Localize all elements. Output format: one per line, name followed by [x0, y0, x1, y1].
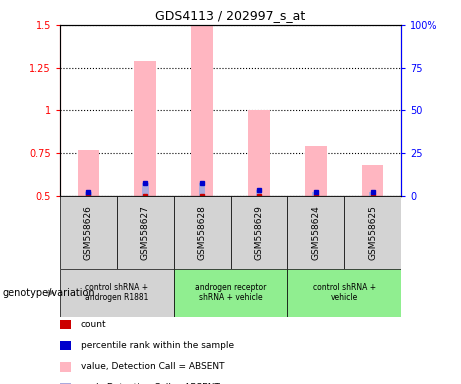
Bar	[135, 61, 156, 196]
Text: androgen receptor
shRNA + vehicle: androgen receptor shRNA + vehicle	[195, 283, 266, 303]
Bar	[60, 269, 174, 317]
Text: GSM558628: GSM558628	[198, 205, 207, 260]
Bar	[191, 25, 213, 196]
Bar	[199, 183, 206, 196]
Bar	[287, 196, 344, 269]
Text: count: count	[81, 320, 106, 329]
Text: GSM558627: GSM558627	[141, 205, 150, 260]
Bar	[305, 146, 326, 196]
Bar	[313, 192, 319, 196]
Bar	[142, 183, 148, 196]
Bar	[369, 192, 376, 196]
Title: GDS4113 / 202997_s_at: GDS4113 / 202997_s_at	[155, 9, 306, 22]
Text: percentile rank within the sample: percentile rank within the sample	[81, 341, 234, 350]
Bar	[255, 190, 262, 196]
Text: control shRNA +
androgen R1881: control shRNA + androgen R1881	[85, 283, 148, 303]
Text: value, Detection Call = ABSENT: value, Detection Call = ABSENT	[81, 362, 224, 371]
Text: GSM558625: GSM558625	[368, 205, 377, 260]
Bar	[174, 196, 230, 269]
Text: GSM558624: GSM558624	[311, 205, 320, 260]
Bar	[362, 165, 384, 196]
Bar	[344, 196, 401, 269]
Bar	[77, 150, 99, 196]
Bar	[230, 196, 287, 269]
Bar	[248, 111, 270, 196]
Bar	[60, 196, 117, 269]
Bar	[85, 192, 92, 196]
Text: GSM558626: GSM558626	[84, 205, 93, 260]
Text: control shRNA +
vehicle: control shRNA + vehicle	[313, 283, 376, 303]
Text: genotype/variation: genotype/variation	[2, 288, 95, 298]
Text: rank, Detection Call = ABSENT: rank, Detection Call = ABSENT	[81, 383, 219, 384]
Bar	[117, 196, 174, 269]
Bar	[287, 269, 401, 317]
Bar	[174, 269, 287, 317]
Text: GSM558629: GSM558629	[254, 205, 263, 260]
